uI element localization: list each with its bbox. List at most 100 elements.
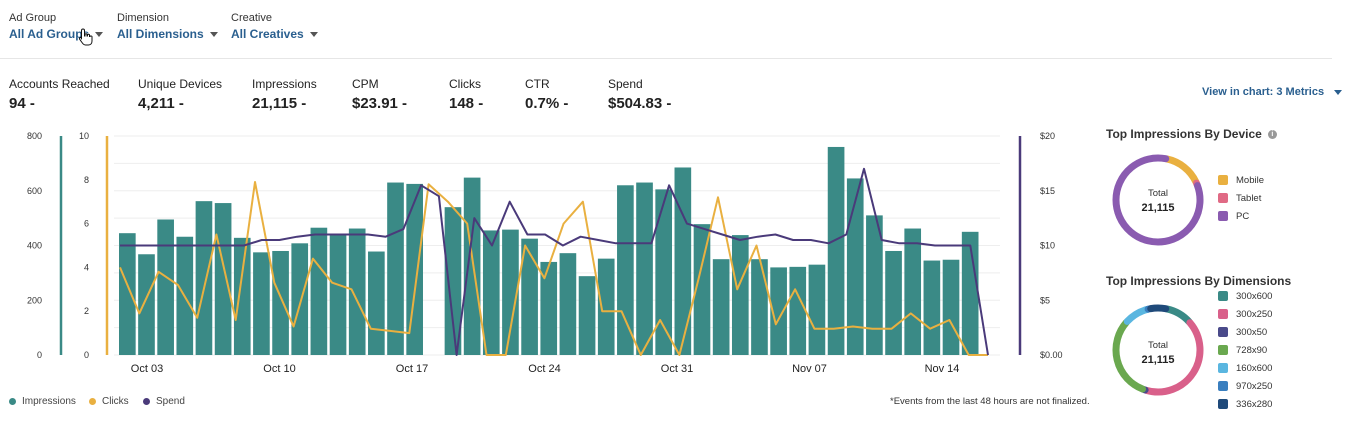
impressions-bar [348, 228, 366, 355]
swatch [1218, 363, 1228, 373]
divider [0, 58, 1332, 59]
x-tick-label: Oct 24 [528, 363, 560, 375]
impressions-tick-label: 200 [27, 295, 42, 305]
filter-dimension[interactable]: Dimension All Dimensions [117, 12, 218, 41]
x-tick-label: Oct 10 [263, 363, 295, 375]
legend-label: Tablet [1236, 192, 1262, 204]
ad-group-dropdown[interactable]: All Ad Groups [9, 27, 104, 41]
impressions-bar [636, 182, 653, 355]
legend-160x600[interactable]: 160x600 [1218, 359, 1272, 377]
filter-label: Ad Group [9, 12, 57, 24]
impressions-bar [521, 238, 538, 355]
impressions-bar [731, 235, 749, 355]
pc-swatch [1218, 211, 1228, 221]
legend-label: 300x600 [1236, 290, 1273, 302]
creative-dropdown[interactable]: All Creatives [231, 27, 318, 41]
legend-pc[interactable]: PC [1218, 207, 1264, 225]
device-panel-title: Top Impressions By Device i [1106, 127, 1277, 141]
legend-label: 728x90 [1236, 344, 1268, 356]
impressions-bar [329, 235, 347, 355]
clicks-tick-label: 8 [84, 175, 89, 185]
impressions-bar [482, 230, 500, 355]
metric-value: $23.91 - [352, 95, 408, 112]
legend-label: 970x250 [1236, 380, 1273, 392]
impressions-tick-label: 600 [27, 186, 42, 196]
impressions-bar [846, 178, 864, 355]
dimension-value: All Dimensions [117, 27, 204, 41]
impressions-bar [578, 276, 596, 355]
legend-impressions[interactable]: Impressions [9, 396, 76, 407]
metric-value: 4,211 - [138, 95, 184, 112]
impressions-bar [923, 260, 941, 355]
legend-970x250[interactable]: 970x250 [1218, 377, 1272, 395]
impressions-bar [693, 224, 711, 355]
chevron-down-icon [309, 31, 318, 37]
clicks-line [119, 181, 988, 356]
impressions-bar [559, 253, 577, 355]
dimension-panel-title: Top Impressions By Dimensions [1106, 274, 1291, 288]
swatch [1218, 381, 1228, 391]
legend-300x50[interactable]: 300x50 [1218, 323, 1272, 341]
legend-336x280[interactable]: 336x280 [1218, 395, 1272, 413]
mobile-swatch [1218, 175, 1228, 185]
impressions-bar [597, 258, 615, 355]
impressions-tick-label: 0 [37, 350, 42, 360]
dimension-dropdown[interactable]: All Dimensions [117, 27, 218, 41]
impressions-bar [138, 254, 155, 355]
x-tick-label: Nov 14 [925, 363, 960, 375]
view-in-chart-dropdown[interactable]: View in chart: 3 Metrics [1202, 86, 1343, 98]
filter-ad-group[interactable]: Ad Group All Ad Groups [9, 12, 104, 41]
impressions-bar [789, 266, 807, 355]
dimension-slice [1163, 305, 1193, 326]
chevron-down-icon [1334, 89, 1343, 95]
clicks-swatch [89, 398, 96, 405]
impressions-bar [119, 233, 136, 355]
swatch [1218, 327, 1228, 337]
view-in-chart-label: View in chart: 3 Metrics [1202, 86, 1325, 98]
impressions-bar [751, 259, 768, 355]
legend-tablet[interactable]: Tablet [1218, 189, 1264, 207]
legend-clicks[interactable]: Clicks [89, 396, 129, 407]
legend-mobile[interactable]: Mobile [1218, 171, 1264, 189]
device-total-label: Total [1147, 188, 1169, 199]
metric-impressions: Impressions 21,115 - [252, 77, 317, 112]
metric-label: CPM [352, 77, 379, 91]
impressions-bar [157, 219, 174, 355]
impressions-bar [406, 183, 423, 355]
impressions-bar [310, 227, 328, 355]
impressions-bar [463, 177, 481, 355]
impressions-bar [827, 146, 845, 355]
swatch [1218, 399, 1228, 409]
info-icon[interactable]: i [1267, 129, 1277, 139]
metric-label: Impressions [252, 77, 317, 91]
legend-label: Impressions [22, 396, 76, 407]
spend-tick-label: $20 [1040, 131, 1055, 141]
dimension-slice [1112, 318, 1147, 393]
impressions-swatch [9, 398, 16, 405]
metric-ctr: CTR 0.7% - [525, 77, 568, 112]
filter-creative[interactable]: Creative All Creatives [231, 12, 318, 41]
spend-swatch [143, 398, 150, 405]
clicks-tick-label: 10 [79, 131, 89, 141]
legend-spend[interactable]: Spend [143, 396, 185, 407]
impressions-bar [961, 231, 979, 355]
legend-728x90[interactable]: 728x90 [1218, 341, 1272, 359]
legend-300x600[interactable]: 300x600 [1218, 287, 1272, 305]
spend-tick-label: $5 [1040, 295, 1050, 305]
creative-value: All Creatives [231, 27, 304, 41]
dimension-title-text: Top Impressions By Dimensions [1106, 274, 1292, 288]
impressions-bar [617, 185, 634, 355]
impressions-bar [655, 189, 673, 355]
metric-label: Spend [608, 77, 643, 91]
swatch [1218, 291, 1228, 301]
main-chart: 800 600 400 200 0 10 8 6 4 2 0 $20 $15 $10 $5 $0.00 Oct … [27, 131, 1063, 375]
metric-accounts-reached: Accounts Reached 94 - [9, 77, 110, 112]
impressions-bar [387, 182, 404, 355]
metric-label: CTR [525, 77, 550, 91]
impressions-bar [368, 251, 385, 355]
impressions-bar [195, 201, 213, 355]
legend-label: 300x50 [1236, 326, 1268, 338]
device-donut-chart [1112, 154, 1204, 246]
legend-300x250[interactable]: 300x250 [1218, 305, 1272, 323]
metric-value: 94 - [9, 95, 35, 112]
